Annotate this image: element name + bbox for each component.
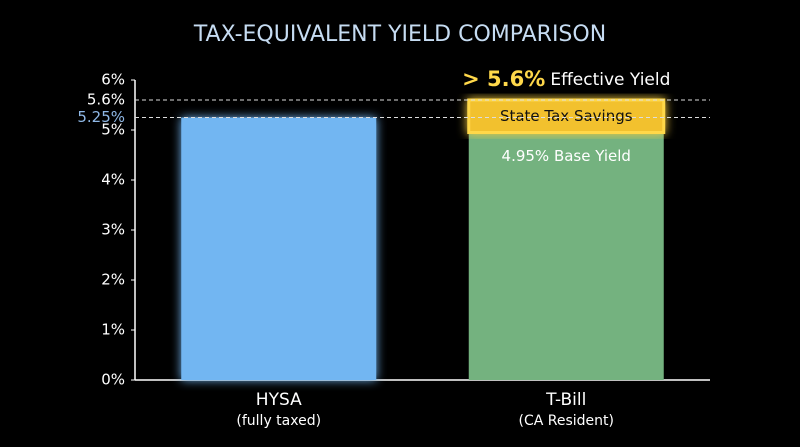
reference-label: 5.25% bbox=[77, 108, 125, 126]
annotation-emphasis: > 5.6% bbox=[462, 67, 545, 91]
segment-label: State Tax Savings bbox=[500, 107, 633, 125]
y-tick-label: 0% bbox=[101, 371, 125, 389]
y-tick-label: 1% bbox=[101, 321, 125, 339]
x-tick-note: (fully taxed) bbox=[236, 413, 321, 429]
x-tick-note: (CA Resident) bbox=[519, 413, 614, 429]
value-label: 4.95% Base Yield bbox=[502, 147, 631, 165]
bar bbox=[181, 117, 377, 380]
y-tick-label: 3% bbox=[101, 221, 125, 239]
y-tick-label: 6% bbox=[101, 71, 125, 89]
y-tick-label: 2% bbox=[101, 271, 125, 289]
x-tick-label: T-Bill bbox=[545, 390, 586, 410]
annotation: > 5.6% Effective Yield bbox=[462, 67, 670, 91]
annotation-text: Effective Yield bbox=[550, 70, 670, 90]
y-tick-label: 5% bbox=[101, 121, 125, 139]
chart-title: TAX-EQUIVALENT YIELD COMPARISON bbox=[193, 22, 606, 47]
bar bbox=[467, 98, 666, 134]
bar bbox=[468, 132, 664, 380]
reference-label: 5.6% bbox=[87, 91, 125, 109]
x-tick-label: HYSA bbox=[256, 390, 302, 410]
y-tick-label: 4% bbox=[101, 171, 125, 189]
